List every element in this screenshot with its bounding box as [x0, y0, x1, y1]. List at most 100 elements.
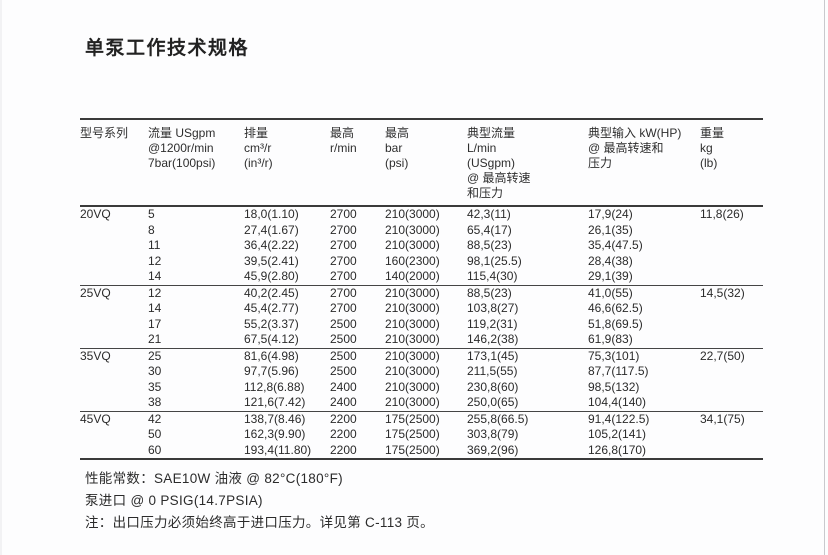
displacement-cell: 36,4(2.22): [244, 238, 299, 252]
typical-input-cell: 91,4(122.5): [588, 410, 700, 427]
flow-cell: 14: [148, 301, 162, 315]
table-row: 11 36,4(2.22) 2700 210(3000) 88,5(23) 35,4(47…: [80, 238, 763, 254]
max-pressure-cell: 140(2000): [385, 269, 440, 283]
flow-cell: 60: [148, 442, 162, 457]
header-row: 型号系列 流量 USgpm @1200r/min 7bar(100psi) 排量…: [80, 118, 763, 207]
typical-flow-cell: 230,8(60): [467, 379, 519, 394]
max-speed-cell: 2200: [330, 410, 385, 427]
flow-cell: 8: [148, 222, 155, 237]
typical-flow-cell: 369,2(96): [467, 442, 519, 457]
typical-input-cell: 87,7(117.5): [588, 364, 649, 378]
flow-cell: 25: [148, 347, 244, 364]
typical-input-cell: 17,9(24): [588, 207, 633, 221]
flow-cell: 42: [148, 410, 244, 427]
table-row: 14 45,9(2.80) 2700 140(2000) 115,4(30) 29,1(3…: [80, 269, 763, 285]
max-speed-cell: 2700: [330, 269, 357, 283]
max-pressure-cell: 210(3000): [385, 301, 440, 315]
table-row: 21 67,5(4.12) 2500 210(3000) 146,2(38) 61,9(8…: [80, 332, 763, 348]
flow-cell: 17: [148, 316, 162, 331]
max-speed-cell: 2500: [330, 347, 385, 364]
max-speed-cell: 2500: [330, 364, 357, 378]
typical-flow-cell: 119,2(31): [467, 316, 518, 331]
model-series-cell: 35VQ: [80, 347, 148, 411]
flow-cell: 38: [148, 395, 162, 409]
table-row: 60 193,4(11.80) 2200 175(2500) 369,2(96) 126,…: [80, 443, 763, 460]
weight-cell: 34,1(75): [700, 410, 763, 459]
model-series-cell: 20VQ: [80, 207, 111, 221]
max-pressure-cell: 175(2500): [385, 427, 440, 441]
col-header-max-speed: 最高 r/min: [330, 118, 385, 207]
displacement-cell: 97,7(5.96): [244, 364, 299, 378]
flow-cell: 21: [148, 332, 162, 346]
col-header-flow: 流量 USgpm @1200r/min 7bar(100psi): [148, 118, 244, 207]
table-row: 50 162,3(9.90) 2200 175(2500) 303,8(79) 105,2…: [80, 427, 763, 443]
weight-cell: 22,7(50): [700, 347, 763, 411]
flow-cell: 50: [148, 427, 162, 441]
max-speed-cell: 2400: [330, 379, 357, 394]
typical-input-cell: 41,0(55): [588, 284, 700, 301]
footnote-pump-inlet: 泵进口 @ 0 PSIG(14.7PSIA): [85, 493, 263, 508]
page-left-edge: [0, 0, 2, 555]
max-pressure-cell: 175(2500): [385, 410, 467, 427]
table-row: 14 45,4(2.77) 2700 210(3000) 103,8(27) 46,6(6…: [80, 301, 763, 317]
max-speed-cell: 2200: [330, 427, 357, 441]
spec-table-body: 20VQ 5 18,0(1.10) 2700 210(3000) 42,3(11) 17,9…: [80, 206, 763, 459]
col-header-typical-input: 典型输入 kW(HP) @ 最高转速和 压力: [588, 118, 700, 207]
typical-input-cell: 28,4(38): [588, 253, 633, 268]
max-pressure-cell: 210(3000): [385, 238, 440, 252]
displacement-cell: 45,4(2.77): [244, 301, 299, 315]
typical-flow-cell: 173,1(45): [467, 347, 588, 364]
pump-spec-table: 型号系列 流量 USgpm @1200r/min 7bar(100psi) 排量…: [80, 118, 763, 460]
footnote-outlet-pressure-note: 注：出口压力必须始终高于进口压力。详见第 C-113 页。: [85, 515, 434, 530]
col-header-max-pressure: 最高 bar (psi): [385, 118, 467, 207]
typical-input-cell: 61,9(83): [588, 332, 633, 346]
model-series-cell: 25VQ: [80, 284, 148, 348]
table-row: 38 121,6(7.42) 2400 210(3000) 250,0(65) 104,4…: [80, 395, 763, 411]
max-pressure-cell: 210(3000): [385, 316, 440, 331]
typical-flow-cell: 88,5(23): [467, 238, 512, 252]
max-pressure-cell: 210(3000): [385, 284, 467, 301]
spec-table-header: 型号系列 流量 USgpm @1200r/min 7bar(100psi) 排量…: [80, 118, 763, 207]
displacement-cell: 193,4(11.80): [244, 442, 312, 457]
max-speed-cell: 2500: [330, 316, 357, 331]
displacement-cell: 138,7(8.46): [244, 410, 330, 427]
typical-input-cell: 104,4(140): [588, 395, 647, 409]
weight-cell: 11,8(26): [700, 207, 744, 221]
max-speed-cell: 2700: [330, 301, 357, 315]
typical-flow-cell: 88,5(23): [467, 284, 588, 301]
typical-flow-cell: 303,8(79): [467, 427, 519, 441]
displacement-cell: 27,4(1.67): [244, 222, 299, 237]
table-row: 8 27,4(1.67) 2700 210(3000) 65,4(17) 26,1(35): [80, 223, 763, 239]
footnote-performance-constants: 性能常数：SAE10W 油液 @ 82°C(180°F): [85, 471, 343, 486]
max-speed-cell: 2200: [330, 442, 357, 457]
max-speed-cell: 2700: [330, 222, 357, 237]
table-row: 45VQ 42 138,7(8.46) 2200 175(2500) 255,8(66.5…: [80, 410, 763, 459]
flow-cell: 11: [148, 238, 161, 252]
typical-flow-cell: 42,3(11): [467, 207, 511, 221]
weight-cell: 14,5(32): [700, 284, 763, 348]
typical-flow-cell: 98,1(25.5): [467, 253, 522, 268]
max-pressure-cell: 210(3000): [385, 332, 440, 346]
table-row: 30 97,7(5.96) 2500 210(3000) 211,5(55) 87,7(1…: [80, 364, 763, 380]
typical-flow-cell: 65,4(17): [467, 222, 512, 237]
col-header-weight: 重量 kg (lb): [700, 118, 763, 207]
typical-flow-cell: 211,5(55): [467, 364, 518, 378]
flow-cell: 14: [148, 269, 162, 283]
typical-input-cell: 75,3(101): [588, 347, 700, 364]
typical-input-cell: 51,8(69.5): [588, 316, 643, 331]
displacement-cell: 121,6(7.42): [244, 395, 306, 409]
typical-input-cell: 126,8(170): [588, 442, 647, 457]
max-speed-cell: 2700: [330, 207, 357, 221]
displacement-cell: 112,8(6.88): [244, 379, 305, 394]
typical-input-cell: 46,6(62.5): [588, 301, 643, 315]
col-header-model-series: 型号系列: [80, 118, 148, 207]
max-pressure-cell: 175(2500): [385, 442, 440, 457]
table-row: 12 39,5(2.41) 2700 160(2300) 98,1(25.5) 28,4(…: [80, 254, 763, 270]
table-row: 25VQ 12 40,2(2.45) 2700 210(3000) 88,5(23) 41,…: [80, 284, 763, 348]
page-right-edge: [824, 0, 825, 555]
displacement-cell: 81,6(4.98): [244, 347, 330, 364]
flow-cell: 35: [148, 379, 162, 394]
typical-flow-cell: 103,8(27): [467, 301, 519, 315]
displacement-cell: 162,3(9.90): [244, 427, 306, 441]
displacement-cell: 45,9(2.80): [244, 269, 299, 283]
